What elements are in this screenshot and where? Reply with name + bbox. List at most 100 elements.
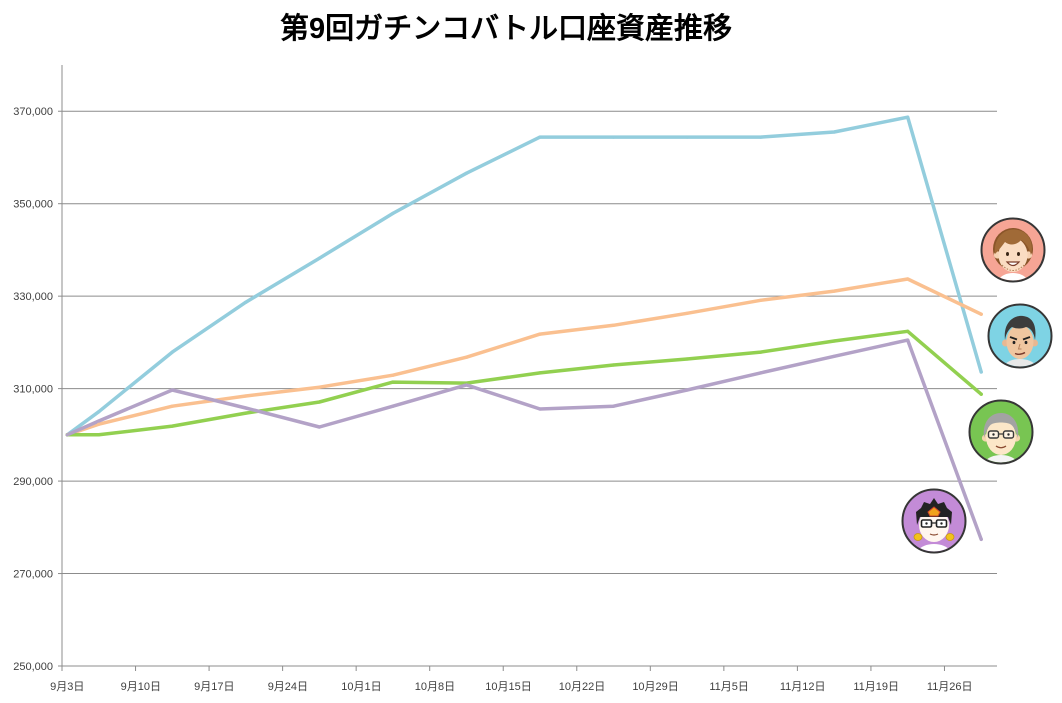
avatar-hand bbox=[913, 533, 923, 541]
data-point bbox=[391, 404, 395, 408]
data-point bbox=[832, 354, 836, 358]
data-point bbox=[685, 311, 689, 315]
series-line-2 bbox=[65, 277, 983, 437]
data-point bbox=[244, 411, 248, 415]
y-tick-label: 370,000 bbox=[13, 106, 53, 118]
data-point bbox=[244, 394, 248, 398]
avatar-eye bbox=[992, 433, 995, 436]
data-point bbox=[832, 289, 836, 293]
series-line-1 bbox=[65, 115, 983, 437]
y-tick-label: 290,000 bbox=[13, 476, 53, 488]
data-point bbox=[244, 300, 248, 304]
avatar-shirt bbox=[1002, 359, 1038, 367]
avatar-eye bbox=[1017, 252, 1020, 256]
data-point bbox=[611, 323, 616, 327]
data-point bbox=[391, 373, 395, 377]
avatar-gray-hair bbox=[968, 399, 1034, 465]
data-point bbox=[979, 392, 983, 396]
brown-hair-face-icon bbox=[993, 228, 1033, 281]
series-line-4 bbox=[65, 338, 983, 542]
data-point bbox=[170, 388, 174, 392]
avatar-shirt bbox=[983, 455, 1019, 463]
data-point bbox=[906, 115, 910, 119]
data-point bbox=[170, 424, 174, 428]
data-point bbox=[65, 433, 69, 437]
gray-hair-glasses-face-icon bbox=[981, 413, 1021, 463]
avatar-mouth bbox=[929, 533, 939, 536]
data-point bbox=[979, 312, 983, 316]
avatar-hair bbox=[1004, 315, 1036, 340]
avatar-eyebrow bbox=[1009, 336, 1018, 341]
avatar-shirt bbox=[997, 273, 1029, 281]
data-point bbox=[538, 371, 542, 375]
avatar-mouth bbox=[995, 445, 1007, 449]
avatar-face bbox=[998, 238, 1028, 272]
avatar-dark-hair bbox=[987, 303, 1053, 369]
avatar-markers bbox=[901, 217, 1053, 554]
data-point bbox=[538, 135, 542, 139]
data-point bbox=[832, 130, 836, 134]
avatar-black-hair bbox=[901, 488, 967, 554]
axes bbox=[61, 65, 997, 667]
data-point bbox=[464, 383, 469, 387]
avatar-beard bbox=[1001, 264, 1025, 271]
x-tick-label: 11月19日 bbox=[853, 681, 899, 693]
data-point bbox=[538, 332, 542, 336]
avatar-border bbox=[901, 488, 967, 554]
gridlines bbox=[62, 110, 997, 575]
black-hair-glasses-face-icon bbox=[913, 498, 955, 552]
avatar-mouth bbox=[1005, 261, 1021, 267]
avatar-eye bbox=[1007, 433, 1010, 436]
data-point bbox=[685, 388, 689, 392]
avatar-hand bbox=[945, 533, 955, 541]
data-point bbox=[685, 357, 689, 361]
x-tick-label: 10月15日 bbox=[485, 681, 531, 693]
x-tick-label: 10月22日 bbox=[559, 681, 605, 693]
data-point bbox=[97, 410, 101, 414]
avatar-eye bbox=[1024, 340, 1028, 345]
y-tick-label: 350,000 bbox=[13, 199, 53, 211]
y-tick-label: 310,000 bbox=[13, 384, 53, 396]
x-tick-label: 11月12日 bbox=[780, 681, 826, 693]
avatar-face bbox=[986, 419, 1016, 455]
data-point bbox=[611, 135, 616, 139]
data-point bbox=[244, 406, 248, 410]
avatar-border bbox=[980, 217, 1046, 283]
x-tick-label: 9月17日 bbox=[194, 681, 234, 693]
data-point bbox=[979, 537, 983, 541]
x-tick-label: 10月1日 bbox=[341, 681, 381, 693]
x-tick-label: 10月8日 bbox=[415, 681, 455, 693]
y-tick-label: 250,000 bbox=[13, 661, 53, 673]
x-tick-label: 9月3日 bbox=[50, 681, 84, 693]
x-tick-label: 11月26日 bbox=[927, 681, 973, 693]
data-point bbox=[759, 371, 763, 375]
data-point bbox=[170, 350, 174, 354]
data-point bbox=[906, 338, 910, 342]
y-tick-label: 270,000 bbox=[13, 569, 53, 581]
data-point bbox=[170, 404, 174, 408]
avatar-eye bbox=[940, 522, 943, 525]
series-lines bbox=[65, 115, 983, 542]
dark-hair-face-icon bbox=[1002, 315, 1038, 367]
data-point bbox=[759, 298, 763, 302]
avatar-border bbox=[968, 399, 1034, 465]
data-point bbox=[538, 407, 542, 411]
series-line-3 bbox=[65, 329, 983, 437]
avatar-eye bbox=[1006, 252, 1009, 256]
chart-title: 第9回ガチンコバトル口座資産推移 bbox=[280, 11, 732, 45]
data-point bbox=[391, 211, 395, 215]
data-point bbox=[317, 425, 321, 429]
avatar-hair bbox=[983, 413, 1019, 438]
avatar-brown-hair bbox=[980, 217, 1046, 283]
avatar-nose bbox=[1017, 343, 1022, 350]
avatar-face bbox=[1006, 325, 1034, 359]
y-tick-label: 330,000 bbox=[13, 291, 53, 303]
data-point bbox=[97, 419, 101, 423]
data-point bbox=[759, 135, 763, 139]
data-point bbox=[611, 404, 616, 408]
avatar-border bbox=[987, 303, 1053, 369]
data-point bbox=[464, 171, 469, 175]
avatar-ornament bbox=[927, 506, 941, 517]
data-point bbox=[832, 339, 836, 343]
